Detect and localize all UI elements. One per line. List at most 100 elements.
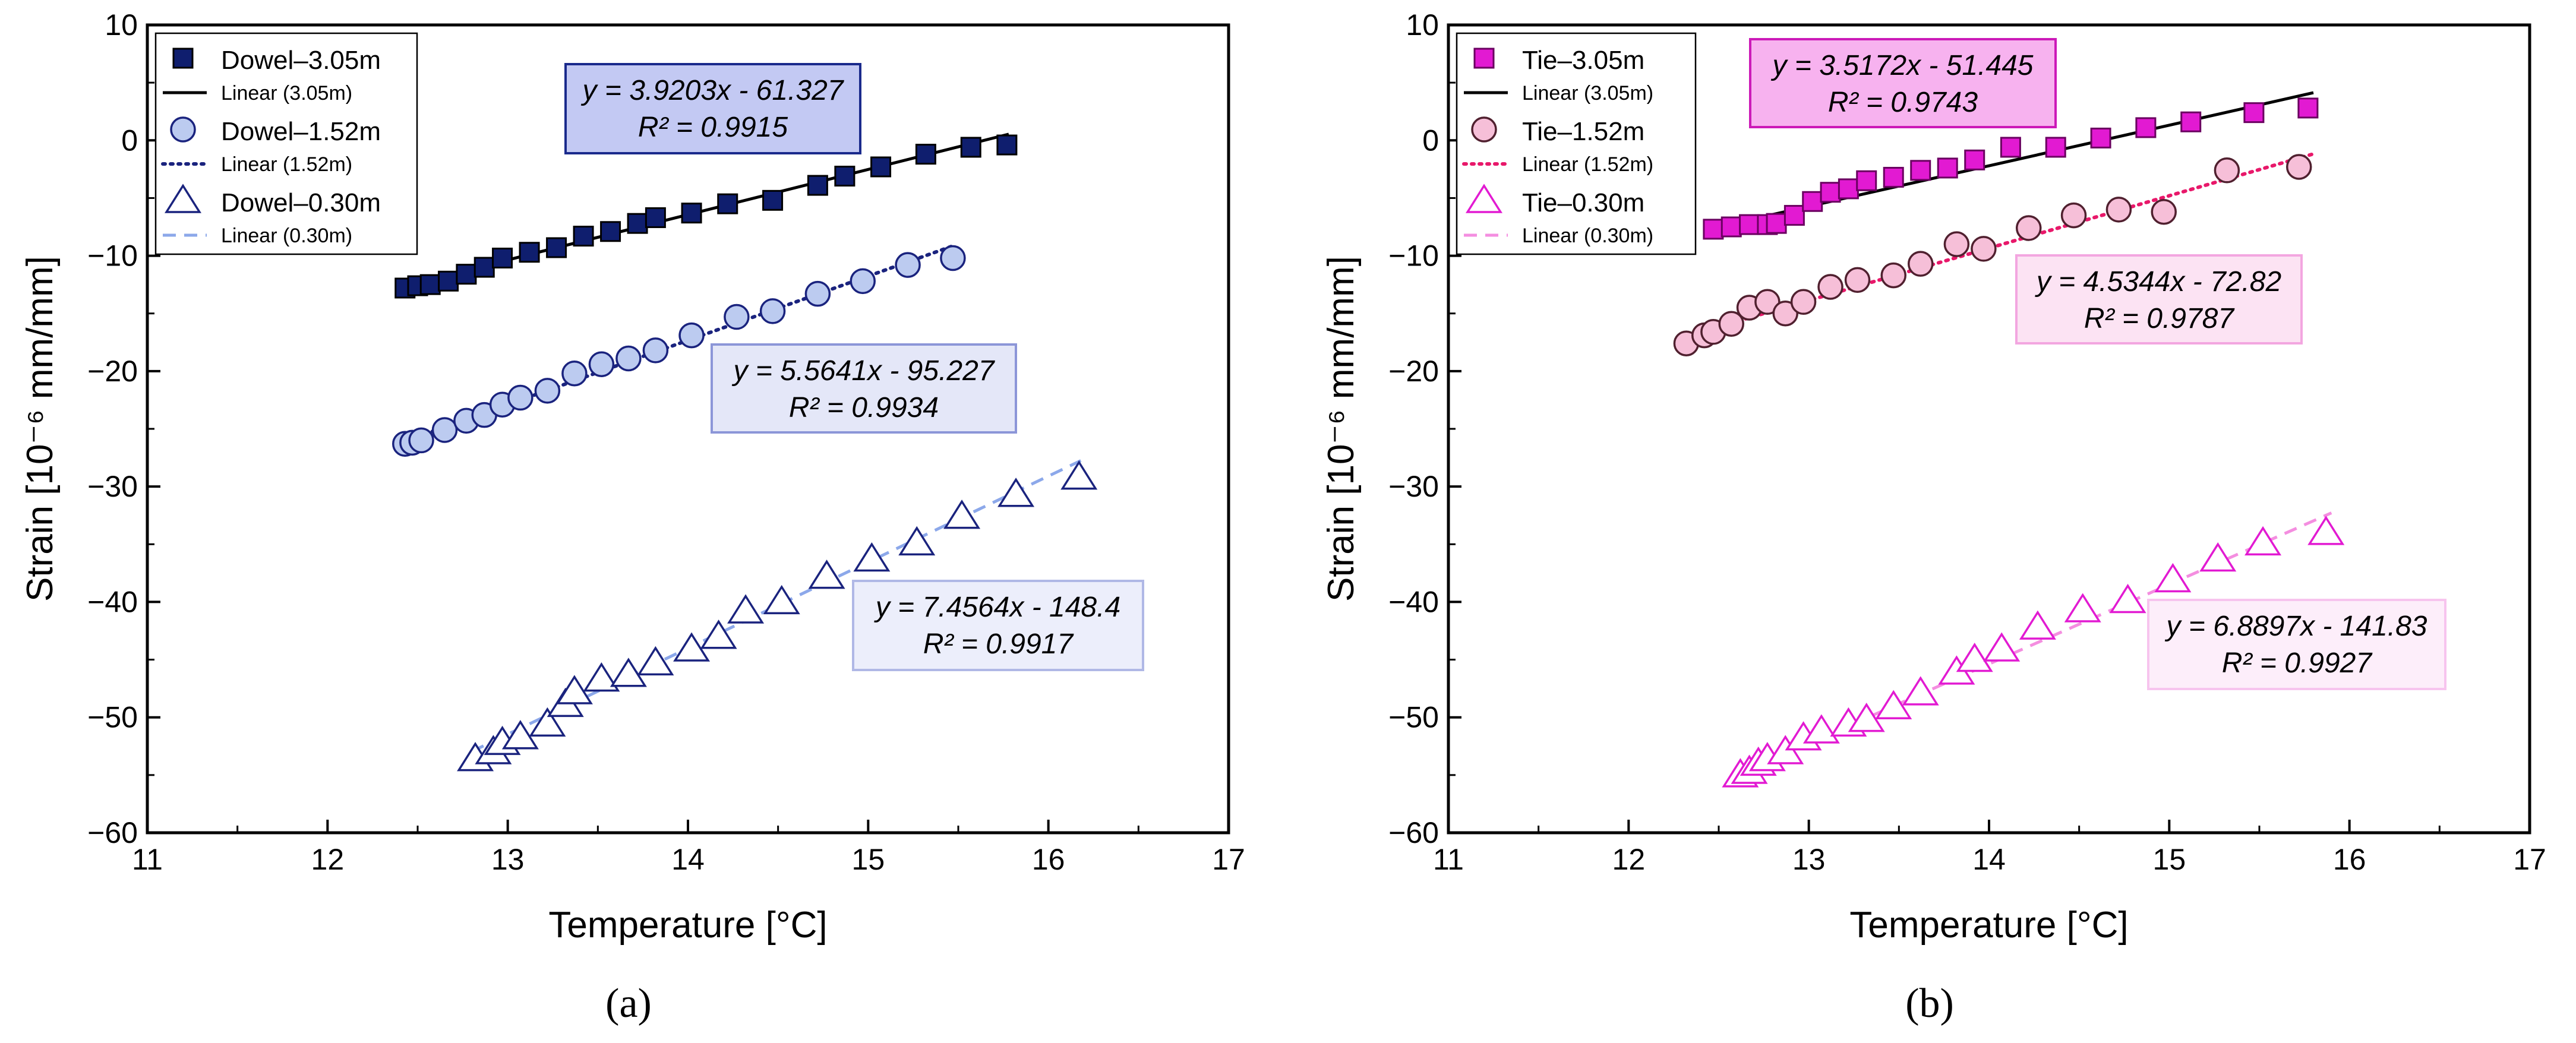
- y-axis-label: Strain [10⁻⁶ mm/mm]: [1321, 256, 1362, 602]
- data-point-series-0: [807, 175, 828, 196]
- data-point-series-1: [408, 427, 434, 454]
- equation-text: y = 7.4564x - 148.4: [874, 592, 1120, 623]
- data-point-series-0: [1802, 191, 1823, 212]
- data-point-series-2: [1802, 714, 1840, 744]
- data-point-series-0: [762, 189, 784, 211]
- legend-marker-series-2: [165, 184, 201, 213]
- legend-fit-label: Linear (1.52m): [221, 153, 352, 176]
- x-tick-label: 14: [1972, 843, 2006, 876]
- data-point-series-0: [1910, 160, 1931, 181]
- data-point-series-1: [895, 252, 921, 278]
- data-point-series-0: [996, 134, 1018, 156]
- data-point-series-2: [997, 478, 1035, 507]
- legend-label: Dowel–0.30m: [221, 188, 381, 217]
- data-point-series-1: [724, 304, 750, 330]
- y-tick-label: −40: [87, 585, 138, 618]
- data-point-series-1: [1772, 300, 1798, 327]
- data-point-series-0: [1739, 214, 1760, 235]
- y-tick-label: −30: [87, 470, 138, 503]
- x-tick-label: 12: [311, 843, 345, 876]
- data-point-series-1: [588, 351, 615, 377]
- legend-frame: [154, 32, 418, 255]
- panel-a-chart: 11 12 13 14 15 16 17 −60 −50 −40 −30 −20 −10 0 10 Temp…: [20, 8, 1245, 1026]
- data-point-series-0: [546, 237, 567, 258]
- y-tick-label: 0: [1422, 124, 1439, 157]
- data-point-series-0: [438, 270, 459, 292]
- equation-box-1: y = 5.5641x - 95.227 R² = 0.9934: [711, 343, 1017, 434]
- data-point-series-2: [2244, 526, 2282, 556]
- legend-marker-series-1: [1471, 116, 1497, 143]
- data-point-series-0: [645, 207, 666, 228]
- x-tick-label: 11: [132, 843, 163, 876]
- data-point-series-2: [700, 620, 737, 649]
- data-point-series-1: [431, 417, 458, 443]
- legend-marker-series-1: [170, 116, 196, 143]
- data-point-series-1: [561, 360, 588, 387]
- data-point-series-0: [1937, 157, 1958, 179]
- equation-text: y = 3.5172x - 51.445: [1771, 50, 2034, 81]
- data-point-series-2: [2064, 593, 2101, 622]
- data-point-series-1: [1943, 231, 1970, 257]
- y-tick-label: −60: [1388, 816, 1439, 849]
- equation-box-frame: [852, 580, 1144, 671]
- r-squared-text: R² = 0.9927: [2222, 647, 2373, 679]
- data-point-series-2: [610, 658, 647, 687]
- data-point-series-0: [2000, 137, 2021, 158]
- data-point-series-0: [1838, 178, 1859, 200]
- y-tick-label: −50: [1388, 701, 1439, 734]
- data-point-series-0: [2135, 117, 2157, 138]
- legend-frame: [1456, 32, 1697, 255]
- data-point-series-2: [727, 594, 765, 624]
- equation-box-0: y = 3.5172x - 51.445 R² = 0.9743: [1749, 38, 2057, 128]
- data-point-series-1: [642, 337, 669, 364]
- equation-box-2: y = 7.4564x - 148.4 R² = 0.9917: [852, 580, 1144, 671]
- equation-text: y = 5.5641x - 95.227: [732, 355, 996, 387]
- equation-box-frame: [564, 63, 861, 154]
- data-point-series-1: [850, 268, 876, 295]
- y-tick-label: −20: [87, 355, 138, 388]
- data-point-series-0: [834, 166, 855, 187]
- data-point-series-1: [2285, 154, 2312, 180]
- data-point-series-2: [808, 560, 845, 589]
- data-point-series-2: [2199, 542, 2237, 572]
- y-tick-label: −30: [1388, 470, 1439, 503]
- x-tick-label: 15: [2153, 843, 2186, 876]
- data-point-series-2: [1902, 676, 1939, 706]
- data-point-series-1: [1880, 262, 1906, 289]
- equation-box-frame: [1749, 38, 2057, 128]
- data-point-series-0: [419, 274, 441, 295]
- y-axis-label: Strain [10⁻⁶ mm/mm]: [20, 256, 61, 602]
- data-point-series-0: [1703, 219, 1724, 240]
- data-point-series-2: [2307, 516, 2345, 545]
- data-point-series-0: [627, 213, 648, 234]
- data-point-series-0: [519, 242, 540, 263]
- y-tick-label: −10: [1388, 239, 1439, 273]
- data-point-series-2: [2019, 610, 2056, 640]
- data-point-series-1: [2015, 215, 2042, 241]
- x-tick-label: 11: [1433, 843, 1464, 876]
- x-tick-label: 12: [1612, 843, 1646, 876]
- x-tick-label: 13: [491, 843, 525, 876]
- data-point-series-0: [2045, 137, 2066, 158]
- y-tick-label: 0: [121, 124, 138, 157]
- equation-box-frame: [711, 343, 1017, 434]
- equation-box-2: y = 6.8897x - 141.83 R² = 0.9927: [2147, 599, 2446, 690]
- equation-box-frame: [2147, 599, 2446, 690]
- data-point-series-0: [2090, 127, 2111, 148]
- data-point-series-2: [583, 662, 620, 692]
- y-tick-label: −20: [1388, 355, 1439, 388]
- y-tick-label: −60: [87, 816, 138, 849]
- legend-marker-series-0: [172, 48, 194, 69]
- data-point-series-0: [1766, 213, 1787, 234]
- y-tick-label: 10: [105, 8, 138, 42]
- data-point-series-2: [898, 526, 936, 556]
- data-point-series-0: [1883, 166, 1904, 188]
- data-point-series-2: [673, 632, 711, 662]
- data-point-series-1: [940, 245, 966, 271]
- data-point-series-1: [615, 345, 642, 372]
- data-point-series-1: [1907, 251, 1934, 277]
- data-point-series-0: [1856, 170, 1877, 191]
- data-point-series-2: [1983, 632, 2021, 662]
- x-tick-label: 16: [1032, 843, 1065, 876]
- data-point-series-2: [1956, 642, 1993, 672]
